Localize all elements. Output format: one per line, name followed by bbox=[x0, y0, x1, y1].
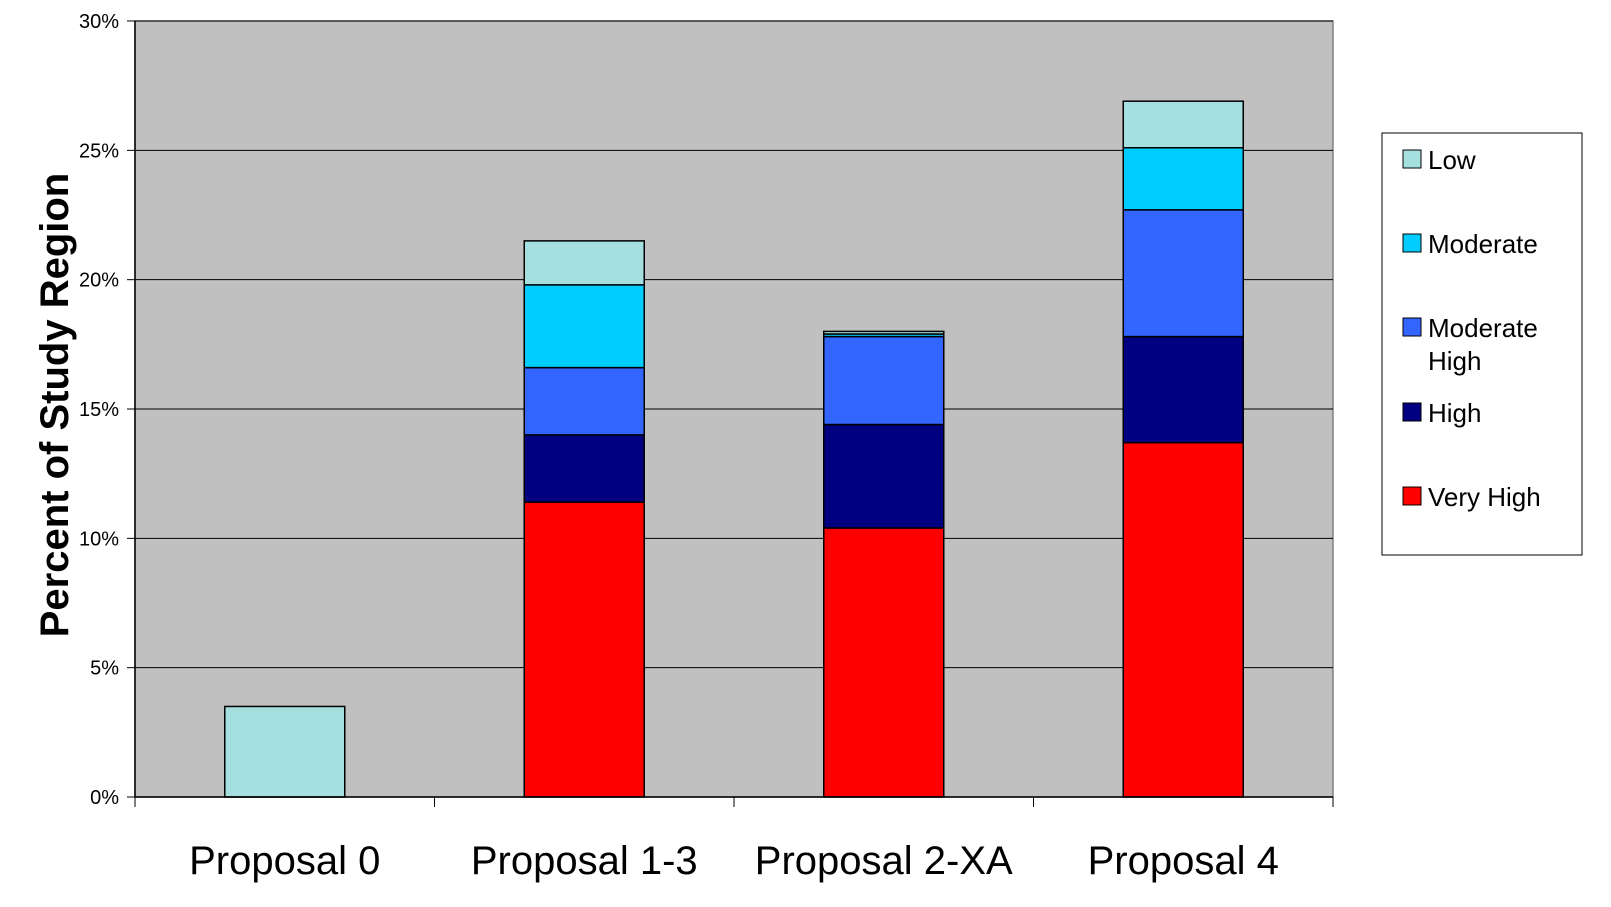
y-tick-labels: 0% 5% 10% 15% 20% 25% 30% bbox=[79, 11, 135, 809]
y-tick-label: 5% bbox=[90, 658, 119, 680]
bar-segment bbox=[823, 423, 945, 529]
bar-segment bbox=[823, 330, 945, 335]
bars bbox=[224, 100, 1244, 798]
y-tick-label: 25% bbox=[79, 140, 119, 162]
legend-swatch bbox=[1402, 149, 1422, 169]
y-tick-label: 20% bbox=[79, 270, 119, 292]
y-tick-label: 15% bbox=[79, 399, 119, 421]
legend: Low Moderate Moderate High High Very High bbox=[1381, 132, 1583, 556]
bar-segment bbox=[523, 366, 645, 436]
legend-swatch bbox=[1402, 233, 1422, 253]
x-category-label: Proposal 2-XA bbox=[755, 839, 1013, 883]
legend-label: Moderate High bbox=[1428, 313, 1538, 376]
bar-segment bbox=[523, 284, 645, 369]
bar-segment bbox=[1122, 209, 1244, 338]
bar-segment bbox=[1122, 441, 1244, 798]
bar-segment bbox=[523, 240, 645, 286]
bar-segment bbox=[823, 335, 945, 426]
x-category-label: Proposal 0 bbox=[189, 839, 380, 883]
x-category-label: Proposal 1-3 bbox=[471, 839, 698, 883]
y-tick-label: 0% bbox=[90, 787, 119, 809]
y-tick-label: 30% bbox=[79, 11, 119, 33]
bar-segment bbox=[523, 501, 645, 798]
legend-swatch bbox=[1402, 317, 1422, 337]
bar-segment bbox=[823, 527, 945, 798]
bar-segment bbox=[523, 434, 645, 503]
y-tick-label: 10% bbox=[79, 528, 119, 550]
legend-box bbox=[1381, 132, 1583, 556]
legend-swatch bbox=[1402, 486, 1422, 506]
legend-label: Very High bbox=[1428, 482, 1541, 512]
legend-label: Moderate bbox=[1428, 229, 1538, 259]
x-category-label: Proposal 4 bbox=[1088, 839, 1279, 883]
legend-label: Low bbox=[1428, 145, 1476, 175]
x-category-labels: Proposal 0 Proposal 1-3 Proposal 2-XA Propo… bbox=[189, 839, 1279, 883]
legend-swatch bbox=[1402, 402, 1422, 422]
legend-label: High bbox=[1428, 398, 1481, 428]
y-axis-label: Percent of Study Region bbox=[33, 173, 77, 638]
bar-segment bbox=[224, 705, 346, 798]
bar-segment bbox=[1122, 335, 1244, 444]
bar-segment bbox=[1122, 100, 1244, 149]
bar-segment bbox=[1122, 146, 1244, 211]
